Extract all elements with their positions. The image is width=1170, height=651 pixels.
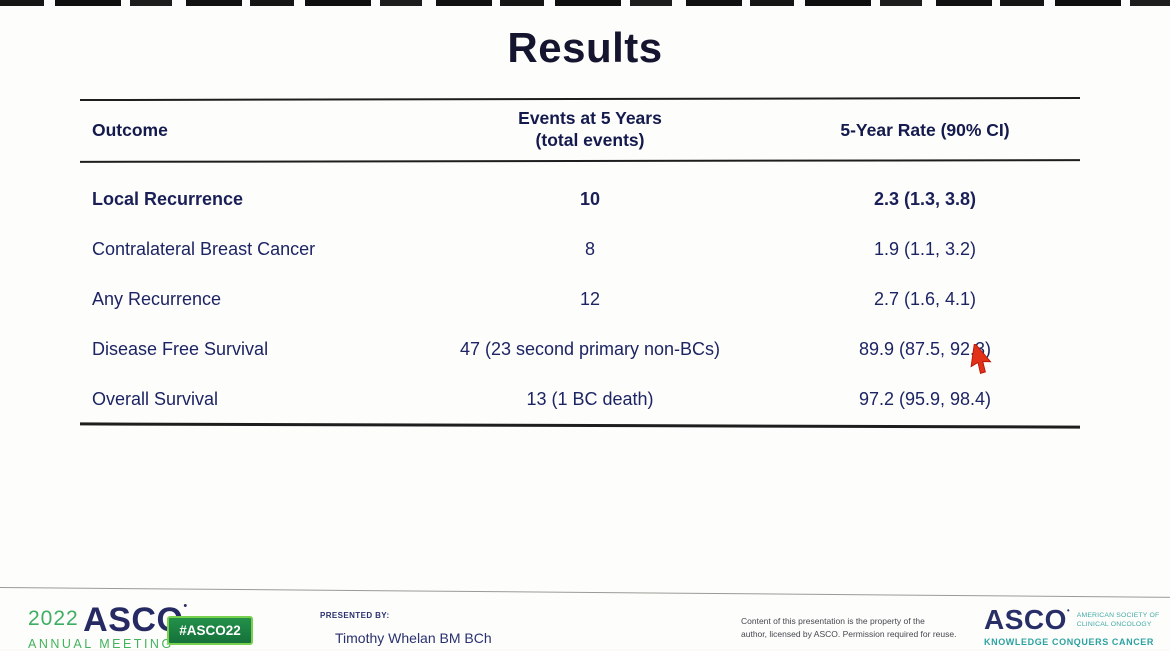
scan-artifact-top-edge (0, 0, 1170, 6)
table-header-row: Outcome Events at 5 Years (total events)… (80, 100, 1080, 160)
presenter-name: Timothy Whelan BM BCh (335, 630, 492, 646)
rate-cell: 97.2 (95.9, 98.4) (858, 388, 992, 409)
table-row: Contralateral Breast Cancer 8 1.9 (1.1, … (80, 224, 1080, 274)
society-name: AMERICAN SOCIETY OF CLINICAL ONCOLOGY (1077, 612, 1160, 630)
slide-title: Results (507, 24, 663, 71)
society-line1: AMERICAN SOCIETY OF (1076, 612, 1160, 619)
outcome-cell: Local Recurrence (92, 188, 244, 209)
table-row: Overall Survival 13 (1 BC death) 97.2 (9… (80, 374, 1080, 424)
table-row: Any Recurrence 12 2.7 (1.6, 4.1) (80, 274, 1080, 324)
column-header-events-line2: (total events) (535, 130, 645, 150)
presented-by-block: PRESENTED BY: Timothy Whelan BM BCh (320, 611, 492, 646)
rate-cell: 89.9 (87.5, 92.3) (858, 338, 992, 359)
table-body: Local Recurrence 10 2.3 (1.3, 3.8) Contr… (80, 174, 1080, 424)
trademark-dot: • (183, 600, 188, 612)
presented-by-label: PRESENTED BY: (320, 611, 390, 620)
events-cell: 12 (579, 288, 601, 309)
column-header-events-line1: Events at 5 Years (518, 108, 662, 129)
trademark-dot: • (1066, 606, 1070, 615)
column-header-outcome: Outcome (92, 119, 168, 140)
table-row: Disease Free Survival 47 (23 second prim… (80, 324, 1080, 374)
asco-tagline: KNOWLEDGE CONQUERS CANCER (984, 637, 1155, 647)
events-cell: 13 (1 BC death) (526, 388, 654, 409)
copyright-disclaimer: Content of this presentation is the prop… (741, 615, 956, 641)
asco-society-logo: ASCO • AMERICAN SOCIETY OF CLINICAL ONCOL… (984, 604, 1160, 648)
society-line2: CLINICAL ONCOLOGY (1076, 620, 1152, 628)
asco-wordmark: ASCO (83, 601, 184, 639)
hashtag-badge: #ASCO22 (167, 616, 253, 645)
asco-annual-meeting-logo: 2022 ASCO• ANNUAL MEETING (28, 600, 187, 651)
events-cell: 47 (23 second primary non-BCs) (459, 338, 721, 359)
rate-cell: 1.9 (1.1, 3.2) (873, 238, 977, 259)
rate-cell: 2.7 (1.6, 4.1) (873, 288, 977, 309)
disclaimer-line1: Content of this presentation is the prop… (741, 616, 925, 626)
table-rule-under-header (79, 159, 1081, 163)
events-cell: 8 (584, 238, 595, 259)
column-header-rate: 5-Year Rate (90% CI) (840, 119, 1010, 140)
outcome-cell: Any Recurrence (92, 288, 222, 309)
column-header-events: Events at 5 Years (total events) (410, 108, 770, 152)
asco-wordmark: ASCO (984, 604, 1067, 635)
outcome-cell: Overall Survival (92, 388, 219, 409)
rate-cell: 2.3 (1.3, 3.8) (873, 188, 977, 209)
disclaimer-line2: author, licensed by ASCO. Permission req… (741, 628, 957, 639)
outcome-cell: Contralateral Breast Cancer (92, 238, 316, 259)
table-row: Local Recurrence 10 2.3 (1.3, 3.8) (80, 174, 1080, 224)
red-pointer-cursor-icon (970, 344, 992, 375)
annual-meeting-label: ANNUAL MEETING (28, 637, 174, 651)
meeting-year: 2022 (28, 607, 79, 630)
events-cell: 10 (579, 188, 601, 209)
outcome-cell: Disease Free Survival (92, 338, 269, 359)
footer-divider-line (0, 587, 1170, 598)
